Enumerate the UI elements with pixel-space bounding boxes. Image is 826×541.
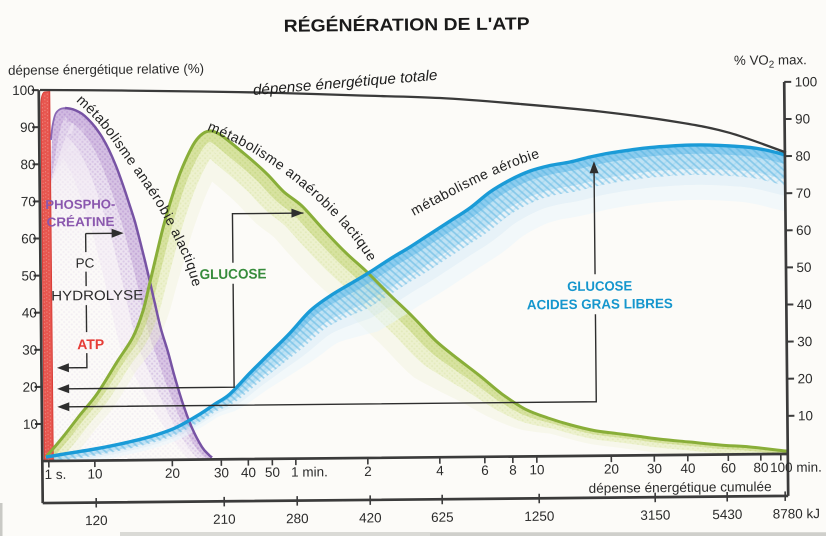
svg-text:10: 10 (798, 408, 813, 423)
svg-text:90: 90 (20, 120, 35, 135)
svg-text:100: 100 (795, 74, 818, 89)
svg-text:625: 625 (431, 510, 454, 525)
svg-text:2: 2 (364, 464, 372, 479)
svg-text:30: 30 (797, 334, 812, 349)
svg-text:60: 60 (721, 460, 736, 475)
svg-text:120: 120 (85, 513, 108, 528)
svg-text:420: 420 (359, 510, 382, 525)
svg-text:GLUCOSE: GLUCOSE (567, 278, 632, 294)
svg-text:90: 90 (795, 111, 810, 126)
svg-text:40: 40 (797, 297, 812, 312)
svg-text:10: 10 (23, 417, 38, 432)
svg-text:280: 280 (286, 511, 309, 526)
svg-text:5430: 5430 (712, 507, 742, 522)
svg-text:70: 70 (21, 194, 36, 209)
svg-text:HYDROLYSE: HYDROLYSE (51, 288, 143, 304)
svg-text:210: 210 (213, 512, 236, 527)
svg-text:1 s.: 1 s. (44, 467, 66, 482)
svg-text:GLUCOSE: GLUCOSE (199, 265, 266, 282)
svg-text:PHOSPHO-: PHOSPHO- (45, 196, 115, 212)
svg-text:30: 30 (22, 343, 37, 358)
svg-text:60: 60 (21, 231, 36, 246)
svg-text:80: 80 (20, 157, 35, 172)
svg-text:40: 40 (680, 461, 695, 476)
svg-text:dépense énergétique relative (: dépense énergétique relative (%) (8, 61, 204, 78)
svg-text:30: 30 (214, 465, 229, 480)
svg-text:8: 8 (509, 463, 517, 478)
svg-text:80: 80 (753, 460, 768, 475)
svg-text:CRÉATINE: CRÉATINE (46, 214, 115, 230)
svg-text:50: 50 (796, 260, 811, 275)
svg-text:40: 40 (241, 465, 256, 480)
svg-text:10: 10 (87, 466, 102, 481)
svg-text:20: 20 (23, 380, 38, 395)
svg-text:30: 30 (647, 461, 662, 476)
svg-text:3150: 3150 (640, 508, 670, 523)
svg-text:70: 70 (796, 186, 811, 201)
svg-text:20: 20 (165, 466, 180, 481)
svg-text:100 min.: 100 min. (770, 460, 822, 475)
svg-text:1 min.: 1 min. (291, 464, 328, 479)
svg-text:8780 kJ: 8780 kJ (773, 506, 820, 521)
svg-text:20: 20 (797, 371, 812, 386)
svg-text:60: 60 (796, 223, 811, 238)
svg-text:10: 10 (529, 462, 544, 477)
svg-text:ATP: ATP (77, 336, 104, 352)
svg-text:100: 100 (12, 83, 35, 98)
svg-text:1250: 1250 (524, 509, 554, 524)
svg-text:50: 50 (21, 268, 36, 283)
svg-text:ACIDES GRAS LIBRES: ACIDES GRAS LIBRES (527, 296, 673, 312)
svg-text:6: 6 (481, 463, 489, 478)
svg-text:40: 40 (22, 305, 37, 320)
svg-text:80: 80 (795, 149, 810, 164)
svg-text:PC: PC (75, 256, 94, 271)
svg-text:20: 20 (604, 462, 619, 477)
svg-text:50: 50 (265, 465, 280, 480)
svg-text:dépense énergétique cumulée: dépense énergétique cumulée (589, 479, 772, 496)
svg-text:RÉGÉNÉRATION DE L'ATP: RÉGÉNÉRATION DE L'ATP (284, 12, 531, 35)
svg-text:4: 4 (436, 463, 444, 478)
